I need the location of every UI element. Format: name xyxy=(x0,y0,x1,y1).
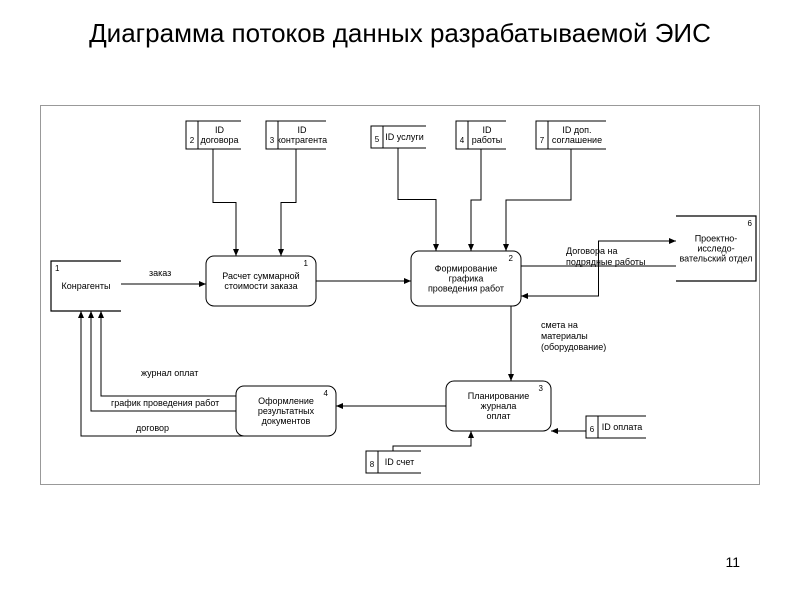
svg-text:2: 2 xyxy=(190,136,195,145)
svg-text:4: 4 xyxy=(324,389,329,398)
svg-text:журнала: журнала xyxy=(481,401,517,411)
svg-text:3: 3 xyxy=(539,384,544,393)
svg-text:результатных: результатных xyxy=(258,406,315,416)
svg-text:ID услуги: ID услуги xyxy=(385,132,423,142)
svg-text:смета на: смета на xyxy=(541,320,578,330)
svg-text:2: 2 xyxy=(509,254,514,263)
svg-text:материалы: материалы xyxy=(541,331,588,341)
svg-text:6: 6 xyxy=(590,425,595,434)
svg-text:исследо-: исследо- xyxy=(697,244,734,254)
svg-text:проведения работ: проведения работ xyxy=(428,284,504,294)
svg-text:3: 3 xyxy=(270,136,275,145)
svg-text:документов: документов xyxy=(262,416,311,426)
svg-text:график проведения работ: график проведения работ xyxy=(111,398,219,408)
svg-text:8: 8 xyxy=(370,460,375,469)
svg-text:ID: ID xyxy=(215,125,225,135)
svg-text:стоимости заказа: стоимости заказа xyxy=(224,281,297,291)
svg-text:5: 5 xyxy=(375,135,380,144)
svg-text:Планирование: Планирование xyxy=(468,391,529,401)
svg-text:заказ: заказ xyxy=(149,268,171,278)
svg-text:ID: ID xyxy=(298,125,308,135)
svg-text:соглашение: соглашение xyxy=(552,135,602,145)
page-number: 11 xyxy=(725,554,740,570)
svg-text:1: 1 xyxy=(304,259,309,268)
svg-text:Договора на: Договора на xyxy=(566,246,617,256)
svg-text:оплат: оплат xyxy=(486,411,510,421)
svg-text:Конрагенты: Конрагенты xyxy=(62,281,111,291)
svg-text:Оформление: Оформление xyxy=(258,396,314,406)
svg-text:7: 7 xyxy=(540,136,545,145)
svg-text:графика: графика xyxy=(449,274,484,284)
svg-text:договора: договора xyxy=(200,135,238,145)
diagram-svg: заказДоговора наподрядные работысмета на… xyxy=(41,106,761,486)
svg-text:ID: ID xyxy=(483,125,493,135)
diagram-frame: заказДоговора наподрядные работысмета на… xyxy=(40,105,760,485)
svg-text:ID оплата: ID оплата xyxy=(602,422,642,432)
svg-text:журнал оплат: журнал оплат xyxy=(141,368,198,378)
svg-text:1: 1 xyxy=(55,264,60,273)
svg-text:4: 4 xyxy=(460,136,465,145)
svg-text:работы: работы xyxy=(472,135,503,145)
svg-text:Расчет суммарной: Расчет суммарной xyxy=(222,271,299,281)
svg-text:(оборудование): (оборудование) xyxy=(541,342,606,352)
svg-text:вательский отдел: вательский отдел xyxy=(680,254,753,264)
svg-text:контрагента: контрагента xyxy=(277,135,327,145)
svg-text:ID доп.: ID доп. xyxy=(562,125,591,135)
page-title: Диаграмма потоков данных разрабатываемой… xyxy=(0,0,800,59)
svg-text:ID счет: ID счет xyxy=(385,457,414,467)
svg-text:Проектно-: Проектно- xyxy=(695,234,738,244)
svg-text:Формирование: Формирование xyxy=(435,264,498,274)
svg-text:6: 6 xyxy=(748,219,753,228)
svg-text:договор: договор xyxy=(136,423,169,433)
